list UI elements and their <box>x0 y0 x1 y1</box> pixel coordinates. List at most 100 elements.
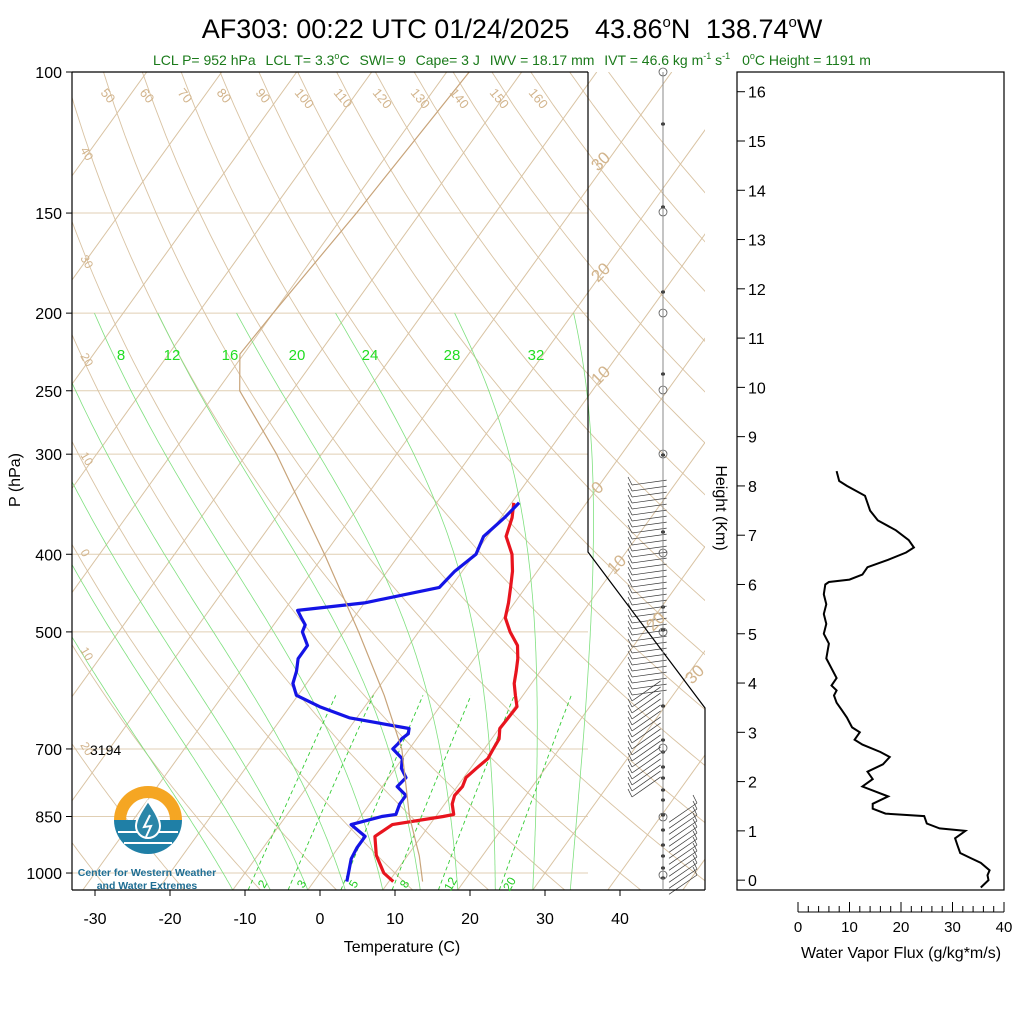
wind-barb <box>632 510 667 515</box>
index-ivt: IVT = 46.6 kg m <box>604 52 703 68</box>
title-lat-deg: o <box>663 14 671 31</box>
wind-barb <box>632 672 667 677</box>
isotherm-line <box>83 72 672 890</box>
height-tick-label: 11 <box>748 331 765 348</box>
wind-scale-label: 20 <box>587 259 614 286</box>
dry-adiabat-line <box>0 72 336 890</box>
wind-barb <box>669 815 697 834</box>
skew-t-background-lines <box>0 72 1024 890</box>
wind-barb <box>632 576 667 581</box>
dry-adiabat-line <box>609 72 1024 890</box>
isotherm-line <box>0 72 447 890</box>
dry-adiabat-line <box>0 72 413 890</box>
moist-adiabat-line <box>237 313 458 890</box>
logo-line-2: and Water Extremes <box>97 880 198 892</box>
sounding-indices: LCL P= 952 hPa LCL T= 3.3oC SWI= 9 Cape=… <box>153 46 871 68</box>
mixing-ratio-top-label: 24 <box>362 347 379 364</box>
wind-barb <box>632 777 661 797</box>
title-lon: 138.74 <box>706 14 789 44</box>
pressure-tick-label: 700 <box>35 742 62 759</box>
dry-adiabat-line <box>104 72 717 890</box>
logo-emblem-icon <box>114 786 182 854</box>
wind-barb <box>669 833 697 852</box>
wind-barb <box>632 759 661 779</box>
dry-adiabat-label: 140 <box>447 85 472 111</box>
wind-barb <box>669 857 697 876</box>
wind-barb <box>669 869 697 888</box>
title-lon-hemi: W <box>797 14 823 44</box>
height-tick-label: 1 <box>748 824 757 841</box>
mixing-ratio-line <box>288 695 373 890</box>
dry-adiabat-line <box>0 72 261 890</box>
pressure-tick-label: 1000 <box>26 866 62 883</box>
dry-adiabat-label: 120 <box>370 85 395 111</box>
flux-profile-line <box>824 471 990 887</box>
wind-scale-label: 30 <box>587 148 614 175</box>
flux-tick-label: 0 <box>794 919 802 936</box>
moist-adiabat-line <box>158 313 421 890</box>
flux-profile <box>824 471 990 887</box>
wind-barb <box>632 540 667 545</box>
isotherm-line <box>0 72 372 890</box>
title-lon-deg: o <box>788 14 796 31</box>
isotherm-label: 10 <box>77 450 96 469</box>
temperature-tick-label: 20 <box>461 911 479 928</box>
pressure-tick-label: 200 <box>35 306 62 323</box>
isotherm-line <box>0 72 222 890</box>
wind-barb <box>632 705 661 725</box>
wind-barb <box>632 747 661 767</box>
pressure-tick-label: 100 <box>35 65 62 82</box>
height-tick-label: 2 <box>748 775 757 792</box>
index-lcl-p: LCL P= 952 hPa <box>153 52 256 68</box>
flux-tick-label: 40 <box>996 919 1013 936</box>
temperature-tick-label: 10 <box>386 911 404 928</box>
wind-barb <box>632 711 661 731</box>
wind-barb <box>632 606 667 611</box>
isotherm-line <box>758 72 1024 890</box>
index-iwv: IWV = 18.17 mm <box>490 52 595 68</box>
indices-line: LCL P= 952 hPa LCL T= 3.3oC SWI= 9 Cape=… <box>153 46 871 68</box>
wind-barb <box>632 735 661 755</box>
flux-tick-label: 10 <box>841 919 858 936</box>
annotation-3194: 3194 <box>90 742 121 758</box>
y-axis-label: P (hPa) <box>7 453 24 507</box>
isotherm-label: 40 <box>77 145 96 164</box>
wind-barb <box>632 480 667 485</box>
pressure-tick-label: 250 <box>35 384 62 401</box>
pressure-tick-label: 150 <box>35 206 62 223</box>
dry-adiabat-label: 60 <box>137 85 158 106</box>
wind-barb <box>632 636 667 641</box>
flux-tick-label: 30 <box>944 919 961 936</box>
height-axis-label: Height (Km) <box>712 465 729 550</box>
isotherm-label: 10 <box>77 645 96 664</box>
moist-adiabat-line <box>42 313 345 890</box>
dry-adiabat-line <box>453 72 1024 890</box>
wind-barb <box>632 684 667 689</box>
title-lat-hemi: N <box>671 14 691 44</box>
wind-barb <box>669 821 697 840</box>
index-zero-label: 0 <box>742 52 750 68</box>
wind-barb <box>632 546 667 551</box>
dry-adiabat-line <box>26 72 565 890</box>
wind-barb <box>632 522 667 527</box>
wind-barb <box>632 687 661 707</box>
isotherm-line <box>458 72 1024 890</box>
isotherm-line <box>383 72 972 890</box>
wind-barb <box>632 642 667 647</box>
index-cape: Cape= 3 J <box>416 52 480 68</box>
dry-adiabat-label: 90 <box>253 85 274 106</box>
isotherm-line <box>608 72 1024 890</box>
wind-barb <box>632 594 667 599</box>
wind-barb <box>632 753 661 773</box>
wind-barb <box>632 570 667 575</box>
isotherm-line <box>8 72 597 890</box>
wind-barb <box>632 678 667 683</box>
isotherm-line <box>533 72 1024 890</box>
mixing-ratio-top-label: 20 <box>289 347 306 364</box>
index-ivt-exp2: -1 <box>722 51 730 61</box>
wind-barb <box>632 723 661 743</box>
pressure-tick-label: 850 <box>35 809 62 826</box>
